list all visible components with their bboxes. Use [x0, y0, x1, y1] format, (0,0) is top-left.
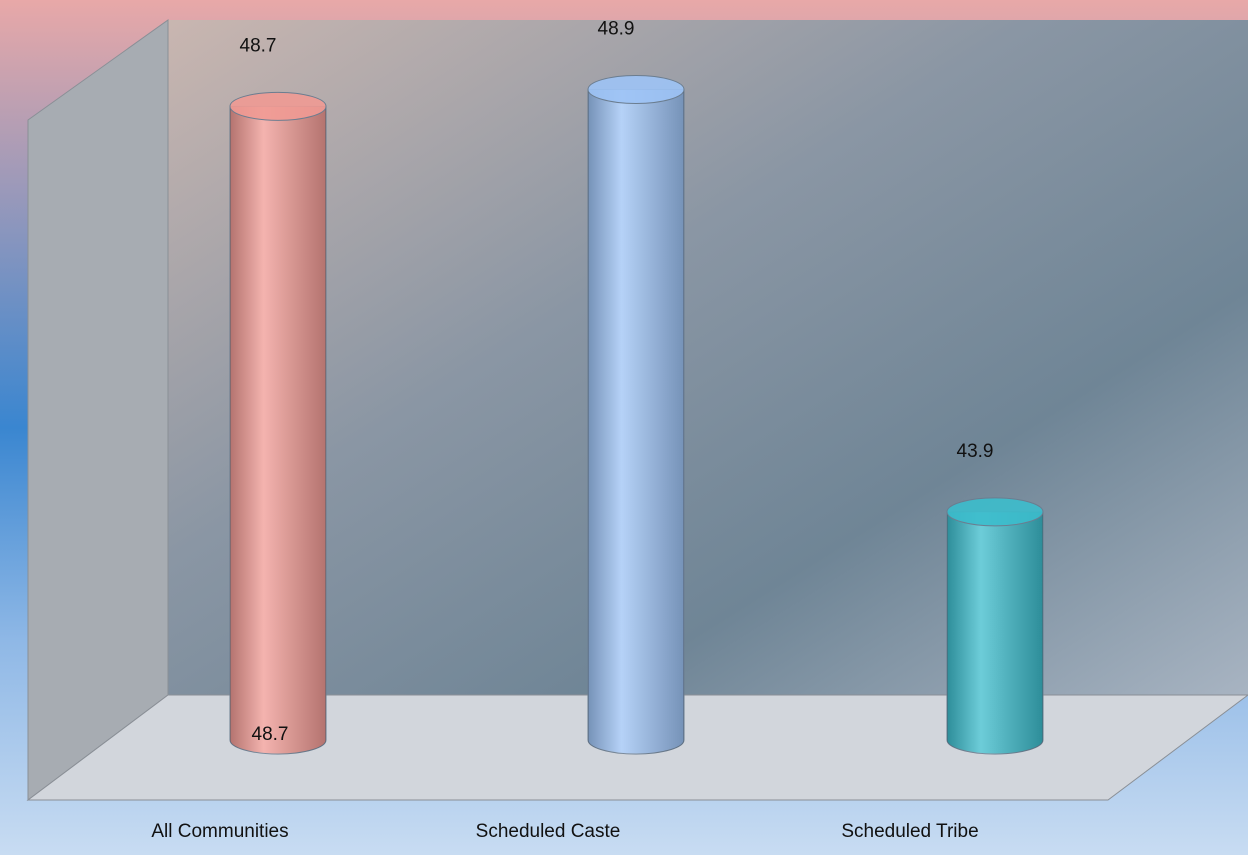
x-tick-label: All Communities — [151, 821, 288, 842]
cylinder — [947, 498, 1043, 754]
cylinder — [230, 92, 326, 754]
value-label: 43.9 — [957, 441, 994, 462]
cylinder-top — [588, 75, 684, 103]
cylinder-shade — [947, 512, 1043, 754]
cylinder-top — [230, 92, 326, 120]
cylinder — [588, 75, 684, 754]
side-wall — [28, 20, 168, 800]
x-tick-label: Scheduled Tribe — [841, 821, 978, 842]
value-label: 48.9 — [598, 18, 635, 39]
cylinder-shade — [230, 106, 326, 754]
cylinder-top — [947, 498, 1043, 526]
x-tick-label: Scheduled Caste — [476, 821, 621, 842]
value-label: 48.7 — [240, 35, 277, 56]
base-value-label: 48.7 — [252, 724, 289, 745]
cylinder-shade — [588, 89, 684, 754]
chart: 48.7 All Communities 48.7 Scheduled Caste 4… — [0, 0, 1248, 855]
back-wall — [168, 20, 1248, 695]
